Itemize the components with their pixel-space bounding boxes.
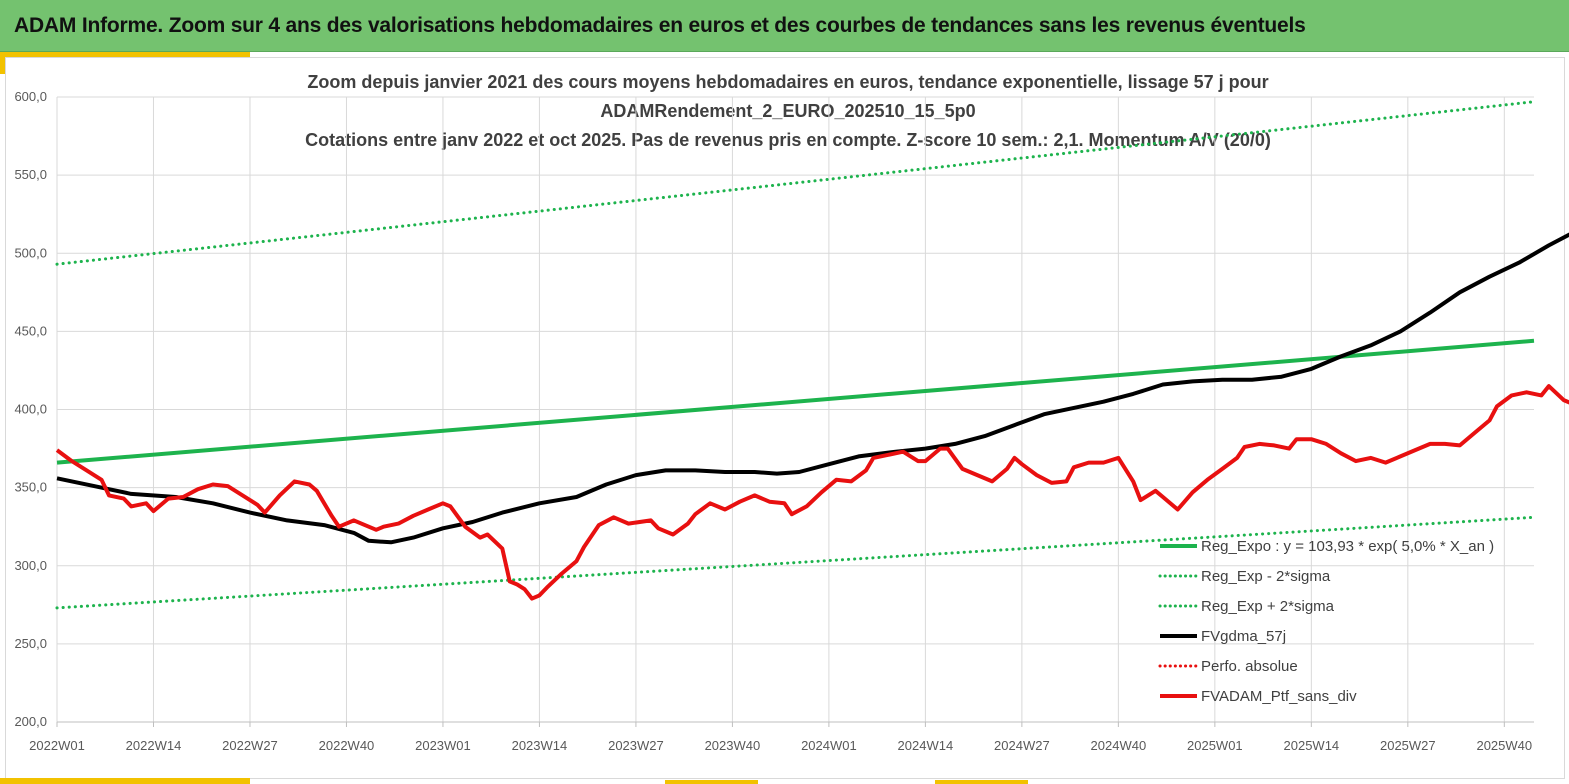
legend-label: FVgdma_57j: [1201, 628, 1286, 645]
x-tick-label: 2024W14: [898, 738, 954, 753]
x-tick-label: 2023W01: [415, 738, 471, 753]
legend-label: Reg_Expo : y = 103,93 * exp( 5,0% * X_an…: [1201, 538, 1494, 555]
x-tick-label: 2024W01: [801, 738, 857, 753]
series-line-fvgdma-57j: [56, 232, 1569, 545]
chart-title-line-1: Zoom depuis janvier 2021 des cours moyen…: [307, 72, 1269, 92]
x-tick-label: 2025W01: [1187, 738, 1243, 753]
x-tick-label: 2025W40: [1476, 738, 1532, 753]
y-tick-label: 600,0: [14, 89, 47, 104]
y-tick-label: 200,0: [14, 714, 47, 729]
y-tick-label: 500,0: [14, 245, 47, 260]
x-tick-label: 2023W40: [705, 738, 761, 753]
chart-title-line-3: Cotations entre janv 2022 et oct 2025. P…: [305, 130, 1271, 150]
chart-title-line-2: ADAMRendement_2_EURO_202510_15_5p0: [600, 101, 976, 121]
legend-label: Reg_Exp + 2*sigma: [1201, 598, 1335, 615]
y-tick-label: 550,0: [14, 167, 47, 182]
legend: Reg_Expo : y = 103,93 * exp( 5,0% * X_an…: [1158, 538, 1494, 705]
series-line-reg-expo: [56, 338, 1535, 465]
page-title: ADAM Informe. Zoom sur 4 ans des valoris…: [14, 14, 1306, 37]
y-tick-label: 350,0: [14, 480, 47, 495]
axes: 200,0 250,0 300,0 350,0 400,0 450,0 500,0 550,0…: [14, 89, 1534, 753]
x-tick-label: 2022W40: [319, 738, 375, 753]
x-tick-label: 2022W27: [222, 738, 278, 753]
accent-stripe-bottom-mid: [665, 780, 758, 784]
x-tick-label: 2023W14: [512, 738, 568, 753]
y-tick-label: 300,0: [14, 558, 47, 573]
y-tick-label: 450,0: [14, 323, 47, 338]
x-tick-label: 2023W27: [608, 738, 664, 753]
chart-frame: [5, 57, 1565, 779]
x-tick-label: 2024W27: [994, 738, 1050, 753]
accent-stripe-left: [0, 52, 5, 74]
y-tick-label: 400,0: [14, 402, 47, 417]
series-line-reg-exp-2-sigma: [55, 515, 1536, 610]
x-tick-label: 2025W14: [1284, 738, 1340, 753]
header-bar: ADAM Informe. Zoom sur 4 ans des valoris…: [0, 0, 1569, 52]
x-tick-label: 2022W01: [29, 738, 85, 753]
accent-stripe-bottom-left: [0, 778, 250, 784]
x-tick-label: 2025W27: [1380, 738, 1436, 753]
x-tick-label: 2022W14: [126, 738, 182, 753]
series-line-reg-exp-2-sigma: [55, 100, 1536, 266]
legend-label: Reg_Exp - 2*sigma: [1201, 568, 1331, 585]
legend-label: FVADAM_Ptf_sans_div: [1201, 688, 1357, 705]
accent-stripe-top: [0, 52, 250, 57]
accent-stripe-bottom-right: [935, 780, 1028, 784]
series-lines: [55, 100, 1569, 610]
series-line-fvadam-ptf-sans-div: [55, 384, 1569, 601]
gridlines: [56, 96, 1534, 723]
x-tick-label: 2024W40: [1091, 738, 1147, 753]
y-tick-label: 250,0: [14, 636, 47, 651]
legend-label: Perfo. absolue: [1201, 658, 1298, 675]
